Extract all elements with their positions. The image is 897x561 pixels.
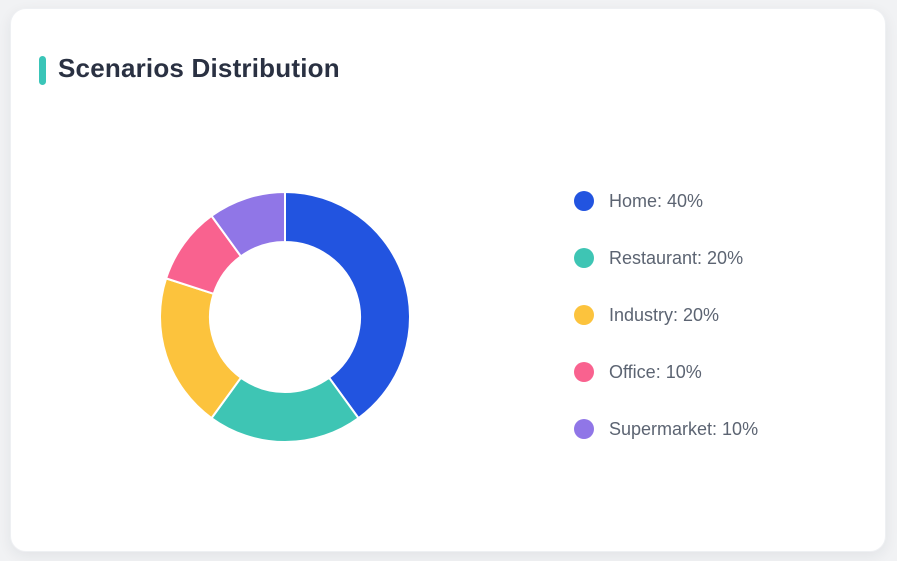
legend-label-industry: Industry: 20% (609, 304, 720, 325)
legend-label-home: Home: 40% (609, 190, 704, 211)
legend-label-supermarket: Supermarket: 10% (609, 418, 759, 439)
legend-dot-industry (574, 305, 594, 325)
legend-item-supermarket[interactable]: Supermarket: 10% (574, 417, 758, 441)
donut-slice-home[interactable] (284, 191, 411, 420)
card-title: Scenarios Distribution (58, 53, 340, 83)
legend-item-industry[interactable]: Industry: 20% (574, 303, 758, 327)
donut-slice-supermarket[interactable] (210, 191, 286, 258)
legend-item-office[interactable]: Office: 10% (574, 360, 758, 384)
legend-item-home[interactable]: Home: 40% (574, 189, 758, 213)
legend-dot-restaurant (574, 248, 594, 268)
donut-chart[interactable] (155, 187, 415, 447)
scenarios-distribution-card: Scenarios Distribution Home: 40% Restaur… (10, 8, 886, 552)
title-accent-bar (39, 56, 46, 85)
legend-label-restaurant: Restaurant: 20% (609, 247, 744, 268)
chart-legend: Home: 40% Restaurant: 20% Industry: 20% … (574, 189, 758, 441)
legend-dot-home (574, 191, 594, 211)
legend-dot-supermarket (574, 419, 594, 439)
legend-dot-office (574, 362, 594, 382)
legend-item-restaurant[interactable]: Restaurant: 20% (574, 246, 758, 270)
legend-label-office: Office: 10% (609, 361, 702, 382)
